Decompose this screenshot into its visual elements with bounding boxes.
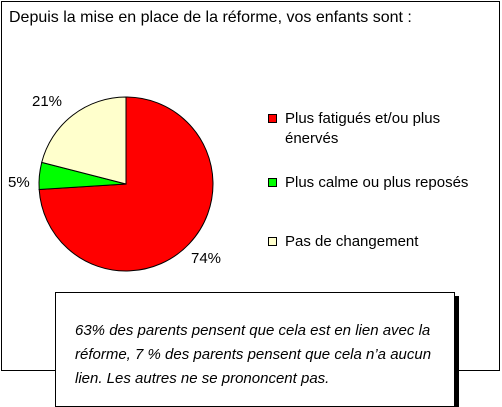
pie-chart [38, 96, 214, 272]
slice-label-calme: 5% [8, 174, 30, 191]
legend-label-pas-de-changement: Pas de changement [285, 233, 419, 250]
slice-label-fatigues: 74% [191, 250, 222, 267]
legend-swatch-green [268, 178, 277, 187]
legend-item-fatigues: Plus fatigués et/ou plus énervés [268, 109, 493, 149]
note-text: 63% des parents pensent que cela est en … [75, 322, 432, 387]
legend-swatch-cream [268, 237, 277, 246]
legend-label-fatigues: Plus fatigués et/ou plus énervés [285, 110, 441, 147]
chart-title: Depuis la mise en place de la réforme, v… [9, 9, 412, 26]
legend-item-pas-de-changement: Pas de changement [268, 232, 493, 252]
legend-label-calme: Plus calme ou plus reposés [285, 174, 469, 191]
slice-label-pas-de-changement: 21% [32, 93, 63, 110]
legend-item-calme: Plus calme ou plus reposés [268, 173, 493, 193]
pie-slice-pas-de-changement [41, 96, 127, 185]
note-box: 63% des parents pensent que cela est en … [55, 292, 455, 407]
legend-swatch-red [268, 114, 277, 123]
